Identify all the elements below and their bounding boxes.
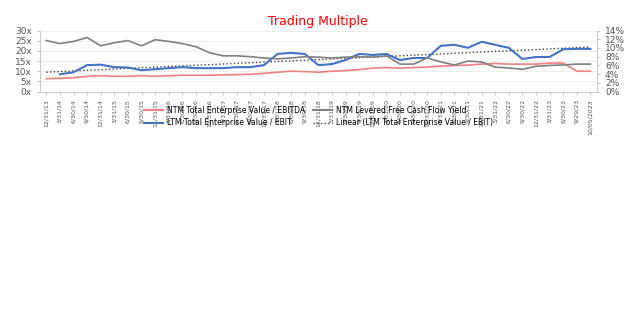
Title: Trading Multiple: Trading Multiple bbox=[269, 15, 368, 28]
Legend: NTM Total Enterprise Value / EBITDA, LTM Total Enterprise Value / EBIT, NTM Leve: NTM Total Enterprise Value / EBITDA, LTM… bbox=[141, 102, 496, 131]
